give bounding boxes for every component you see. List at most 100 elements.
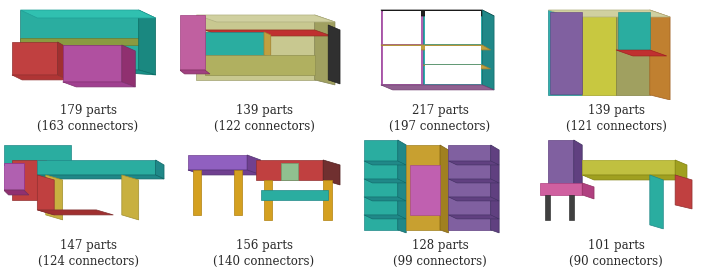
Bar	[323, 180, 332, 220]
Bar	[382, 11, 422, 44]
Text: (121 connectors): (121 connectors)	[565, 120, 667, 133]
Polygon shape	[20, 38, 139, 45]
Polygon shape	[423, 10, 482, 85]
Polygon shape	[37, 210, 113, 215]
Polygon shape	[364, 197, 406, 201]
Text: 147 parts: 147 parts	[60, 239, 116, 252]
Polygon shape	[448, 197, 499, 201]
Polygon shape	[37, 175, 164, 179]
Bar	[545, 195, 550, 220]
Polygon shape	[617, 12, 650, 49]
Polygon shape	[616, 50, 667, 56]
Polygon shape	[548, 10, 582, 95]
Polygon shape	[281, 163, 298, 180]
Text: 139 parts: 139 parts	[588, 104, 644, 117]
Polygon shape	[260, 190, 328, 200]
Polygon shape	[12, 75, 68, 80]
Polygon shape	[548, 10, 670, 17]
Text: (163 connectors): (163 connectors)	[37, 120, 139, 133]
Text: 217 parts: 217 parts	[412, 104, 468, 117]
Text: (99 connectors): (99 connectors)	[393, 255, 487, 268]
Text: (197 connectors): (197 connectors)	[389, 120, 491, 133]
Bar	[425, 46, 481, 64]
Polygon shape	[650, 175, 663, 229]
Text: 128 parts: 128 parts	[412, 239, 468, 252]
Polygon shape	[12, 160, 46, 200]
Polygon shape	[540, 183, 582, 195]
Text: (140 connectors): (140 connectors)	[213, 255, 315, 268]
Polygon shape	[616, 10, 650, 95]
Text: 139 parts: 139 parts	[236, 104, 292, 117]
Bar	[569, 195, 574, 220]
Polygon shape	[63, 45, 122, 82]
Bar	[425, 65, 481, 84]
Polygon shape	[548, 140, 574, 185]
Polygon shape	[381, 45, 491, 50]
Polygon shape	[582, 183, 594, 199]
Polygon shape	[364, 179, 406, 183]
Polygon shape	[4, 190, 29, 195]
Polygon shape	[482, 10, 494, 90]
Polygon shape	[574, 140, 582, 189]
Polygon shape	[448, 161, 499, 165]
Text: 156 parts: 156 parts	[236, 239, 292, 252]
Polygon shape	[398, 140, 406, 233]
Polygon shape	[122, 175, 139, 220]
Polygon shape	[46, 175, 63, 220]
Polygon shape	[37, 160, 156, 175]
Polygon shape	[423, 65, 491, 69]
Text: (90 connectors): (90 connectors)	[569, 255, 663, 268]
Bar	[382, 46, 422, 84]
Text: (124 connectors): (124 connectors)	[37, 255, 139, 268]
Polygon shape	[675, 175, 692, 209]
Polygon shape	[364, 215, 406, 219]
Polygon shape	[12, 42, 58, 75]
Polygon shape	[256, 160, 323, 180]
Polygon shape	[196, 15, 335, 22]
Polygon shape	[188, 155, 247, 170]
Polygon shape	[63, 82, 135, 87]
Polygon shape	[582, 10, 616, 95]
Bar	[234, 170, 242, 215]
Polygon shape	[205, 55, 315, 75]
Polygon shape	[196, 15, 315, 80]
Polygon shape	[156, 160, 164, 179]
Polygon shape	[550, 12, 582, 94]
Text: 101 parts: 101 parts	[588, 239, 644, 252]
Polygon shape	[58, 42, 68, 80]
Polygon shape	[20, 67, 156, 75]
Polygon shape	[448, 179, 499, 183]
Polygon shape	[410, 165, 440, 215]
Polygon shape	[188, 170, 260, 175]
Bar	[425, 11, 481, 44]
Polygon shape	[180, 70, 210, 74]
Polygon shape	[180, 15, 205, 70]
Bar	[193, 170, 201, 215]
Polygon shape	[582, 160, 675, 175]
Bar	[264, 180, 272, 220]
Polygon shape	[582, 175, 687, 180]
Polygon shape	[650, 10, 670, 100]
Polygon shape	[675, 160, 687, 180]
Polygon shape	[315, 15, 335, 85]
Polygon shape	[364, 161, 406, 165]
Polygon shape	[491, 145, 499, 233]
Polygon shape	[20, 10, 139, 70]
Polygon shape	[264, 32, 271, 58]
Polygon shape	[205, 32, 264, 55]
Polygon shape	[381, 10, 423, 85]
Polygon shape	[381, 85, 494, 90]
Polygon shape	[20, 10, 156, 18]
Polygon shape	[448, 145, 491, 230]
Polygon shape	[4, 163, 24, 190]
Polygon shape	[4, 145, 71, 165]
Text: 179 parts: 179 parts	[60, 104, 116, 117]
Polygon shape	[381, 10, 494, 16]
Polygon shape	[323, 160, 340, 185]
Polygon shape	[328, 25, 340, 84]
Polygon shape	[122, 45, 135, 87]
Polygon shape	[364, 140, 398, 230]
Text: (122 connectors): (122 connectors)	[213, 120, 315, 133]
Polygon shape	[406, 145, 440, 230]
Polygon shape	[448, 215, 499, 219]
